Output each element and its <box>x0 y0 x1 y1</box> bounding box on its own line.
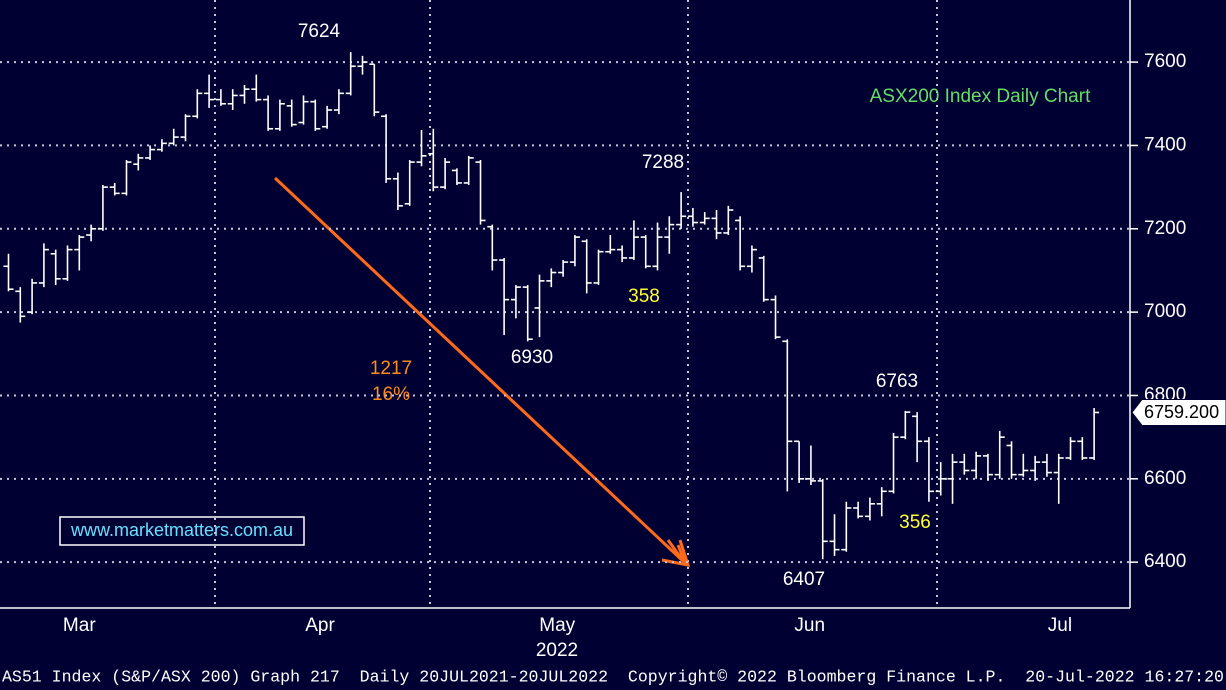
annotation: 16% <box>372 384 410 405</box>
footer: AS51 Index (S&P/ASX 200) Graph 217 Daily… <box>2 668 1224 687</box>
annotation: 6763 <box>876 371 918 392</box>
last-price-label: 6759.200 <box>1144 402 1219 422</box>
y-tick-label: 6600 <box>1144 468 1186 489</box>
annotation: 358 <box>628 286 660 307</box>
y-tick-label: 7600 <box>1144 51 1186 72</box>
y-tick-label: 7000 <box>1144 301 1186 322</box>
website: www.marketmatters.com.au <box>70 520 293 540</box>
annotation: 6930 <box>511 347 553 368</box>
x-tick-label: Jul <box>1048 615 1072 636</box>
y-tick-label: 7400 <box>1144 134 1186 155</box>
y-tick-label: 7200 <box>1144 218 1186 239</box>
annotation: 6407 <box>783 569 825 590</box>
annotation: 7288 <box>642 152 684 173</box>
x-tick-label: Mar <box>63 615 96 636</box>
annotation: 356 <box>899 512 931 533</box>
y-tick-label: 6400 <box>1144 551 1186 572</box>
chart-title: ASX200 Index Daily Chart <box>870 86 1091 107</box>
x-tick-label: Apr <box>305 615 335 636</box>
x-tick-label: Jun <box>794 615 825 636</box>
trend-arrow <box>273 176 686 564</box>
annotation: 7624 <box>298 21 341 42</box>
annotation: 1217 <box>370 358 412 379</box>
arrow-head <box>661 539 691 567</box>
website-box <box>59 516 305 546</box>
last-price-box <box>1131 398 1226 426</box>
x-tick-label: May <box>539 615 575 636</box>
year-label: 2022 <box>536 640 578 661</box>
